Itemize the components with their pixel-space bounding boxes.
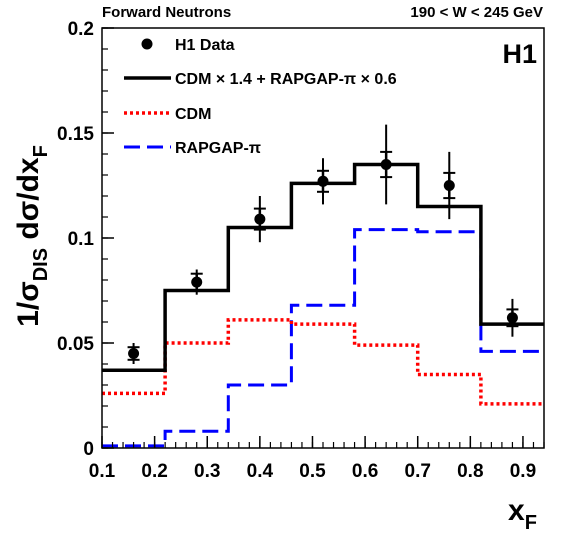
data-marker bbox=[254, 213, 266, 225]
y-tick-label: 0.2 bbox=[68, 19, 94, 40]
data-marker bbox=[317, 175, 329, 187]
x-tick-label: 0.5 bbox=[299, 461, 326, 482]
y-tick-label: 0 bbox=[83, 439, 94, 460]
y-axis-title: 1/σDIS dσ/dxF bbox=[12, 145, 52, 327]
y-tick-label: 0.1 bbox=[68, 229, 95, 250]
series-2-line bbox=[102, 228, 544, 448]
x-tick-label: 0.7 bbox=[405, 461, 431, 482]
x-tick-label: 0.4 bbox=[247, 461, 274, 482]
x-axis-title: xF bbox=[508, 494, 537, 534]
data-points-layer bbox=[127, 124, 519, 364]
data-marker bbox=[380, 159, 392, 170]
data-point bbox=[127, 343, 140, 364]
legend-label-cdm: CDM bbox=[175, 106, 211, 123]
ticks-layer: 0.1 0.2 0.3 0.4 0.5 0.6 0.7 0.8 0.9 0 0.05 0.1 0.15 0… bbox=[57, 19, 545, 482]
legend-label-data: H1 Data bbox=[175, 37, 235, 54]
data-point bbox=[380, 124, 393, 205]
data-point bbox=[317, 158, 329, 205]
x-tick-label: 0.1 bbox=[89, 461, 116, 482]
x-tick-label: 0.2 bbox=[141, 461, 167, 482]
data-point bbox=[253, 196, 266, 243]
legend-label-rapgap: RAPGAP-π bbox=[175, 140, 261, 157]
legend-label-sum: CDM × 1.4 + RAPGAP-π × 0.6 bbox=[175, 71, 397, 88]
top-right-label: 190 < W < 245 GeV bbox=[410, 4, 543, 21]
x-tick-label: 0.6 bbox=[352, 461, 378, 482]
data-point bbox=[506, 298, 519, 337]
data-marker bbox=[506, 312, 518, 324]
data-marker bbox=[191, 276, 203, 288]
x-tick-label: 0.3 bbox=[194, 461, 220, 482]
x-tick-label: 0.8 bbox=[457, 461, 483, 482]
legend-marker-data bbox=[141, 38, 153, 50]
data-point bbox=[190, 269, 203, 295]
data-marker bbox=[128, 348, 140, 359]
legend: H1 Data CDM × 1.4 + RAPGAP-π × 0.6 CDM R… bbox=[124, 37, 397, 157]
experiment-label: H1 bbox=[502, 39, 537, 69]
x-tick-label: 0.9 bbox=[510, 461, 536, 482]
data-point bbox=[443, 151, 456, 220]
y-tick-label: 0.05 bbox=[57, 334, 94, 355]
data-marker bbox=[443, 180, 455, 191]
top-left-label: Forward Neutrons bbox=[102, 4, 231, 21]
y-tick-label: 0.15 bbox=[57, 124, 94, 145]
